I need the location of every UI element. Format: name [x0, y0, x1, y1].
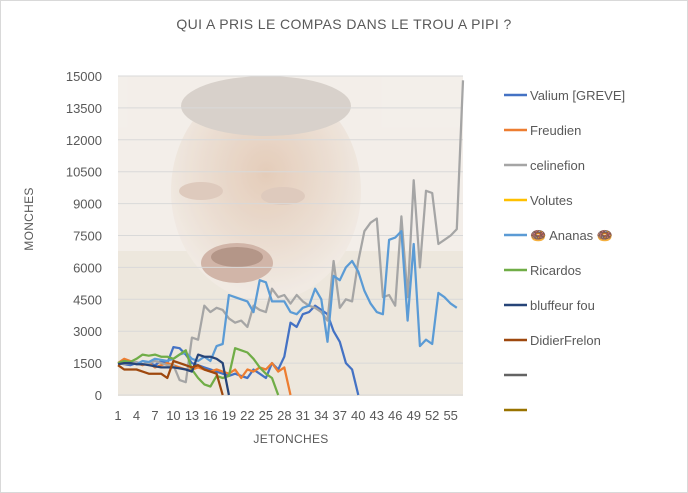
legend-label: Ricardos: [530, 263, 582, 278]
series-line-7: [117, 359, 224, 396]
y-tick-label: 1500: [73, 356, 102, 371]
x-tick-label: 46: [388, 408, 402, 423]
series-line-5: [117, 347, 280, 396]
y-axis-title: MONCHES: [22, 187, 36, 250]
y-tick-label: 13500: [66, 101, 102, 116]
y-tick-label: 4500: [73, 292, 102, 307]
x-tick-label: 19: [222, 408, 236, 423]
series-line-2: [117, 80, 465, 384]
legend-label: Valium [GREVE]: [530, 88, 625, 103]
x-tick-label: 4: [133, 408, 140, 423]
y-tick-label: 15000: [66, 69, 102, 84]
y-tick-label: 10500: [66, 165, 102, 180]
x-tick-label: 10: [166, 408, 180, 423]
legend-label: 🍩 Ananas 🍩: [530, 228, 613, 243]
x-tick-label: 1: [114, 408, 121, 423]
x-tick-label: 55: [443, 408, 457, 423]
x-tick-label: 16: [203, 408, 217, 423]
x-tick-label: 37: [333, 408, 347, 423]
y-tick-label: 9000: [73, 197, 102, 212]
x-tick-label: 34: [314, 408, 328, 423]
x-tick-label: 40: [351, 408, 365, 423]
x-tick-label: 13: [185, 408, 199, 423]
y-tick-label: 7500: [73, 229, 102, 244]
series-layer: [117, 80, 465, 396]
x-tick-label: 52: [425, 408, 439, 423]
y-tick-label: 0: [95, 388, 102, 403]
y-tick-label: 6000: [73, 260, 102, 275]
legend-label: Volutes: [530, 193, 573, 208]
legend-label: Freudien: [530, 123, 581, 138]
y-tick-label: 12000: [66, 133, 102, 148]
x-tick-label: 7: [151, 408, 158, 423]
legend-label: DidierFrelon: [530, 333, 601, 348]
x-tick-label: 25: [259, 408, 273, 423]
series-line-6: [117, 353, 231, 396]
legend-label: celinefion: [530, 158, 585, 173]
x-tick-label: 43: [370, 408, 384, 423]
y-tick-label: 3000: [73, 324, 102, 339]
chart-title: QUI A PRIS LE COMPAS DANS LE TROU A PIPI…: [176, 16, 511, 32]
x-tick-label: 22: [240, 408, 254, 423]
x-tick-label: 31: [296, 408, 310, 423]
x-tick-label: 28: [277, 408, 291, 423]
y-tick-labels: 0 1500 3000 4500 6000 7500 9000 10500 12000 13500…: [66, 69, 102, 403]
legend: Valium [GREVE] Freudien celinefion Volutes 🍩…: [504, 88, 625, 412]
x-axis-title: JETONCHES: [253, 432, 328, 446]
x-tick-labels: 1 4 7 10 13 16 19 22 25 28 31 34 37 40 43 46 49 52 55: [114, 408, 458, 423]
x-tick-label: 49: [406, 408, 420, 423]
legend-label: bluffeur fou: [530, 298, 595, 313]
